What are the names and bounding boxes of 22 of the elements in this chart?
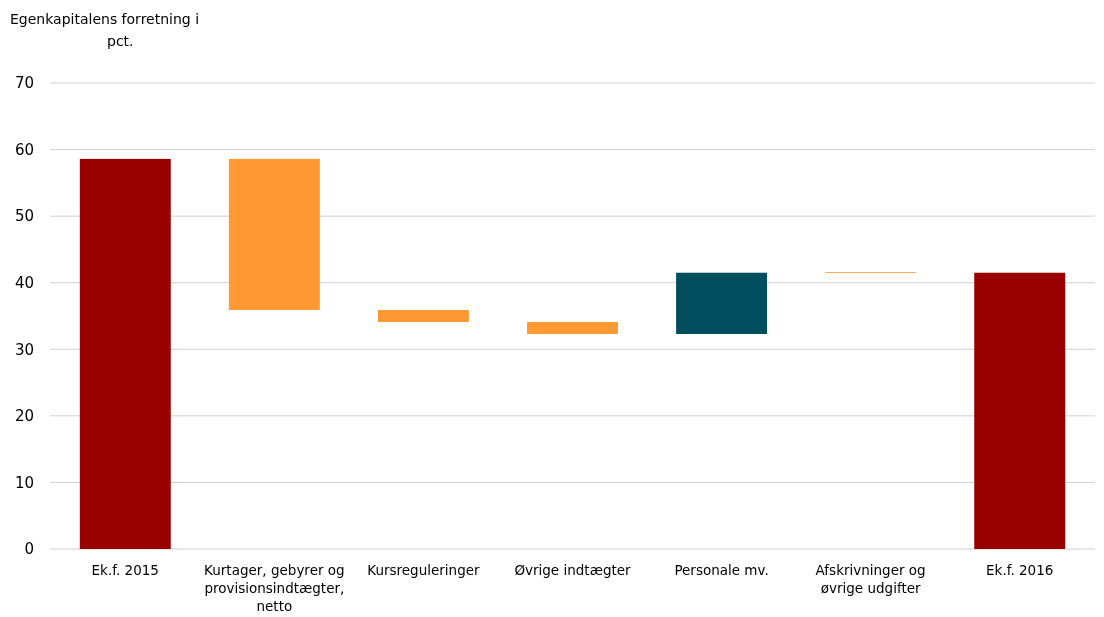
y-tick-label: 30 bbox=[14, 340, 34, 359]
x-tick-label: Øvrige indtægter bbox=[514, 562, 632, 578]
y-tick-label: 50 bbox=[14, 207, 34, 226]
x-tick-label: Afskrivninger og øvrige udgifter bbox=[815, 562, 926, 596]
bar bbox=[228, 158, 320, 311]
x-tick-label: Ek.f. 2015 bbox=[91, 562, 159, 578]
bar bbox=[79, 158, 171, 549]
y-tick-label: 40 bbox=[14, 273, 34, 292]
y-axis-title: Egenkapitalens forretning i pct. bbox=[10, 11, 200, 49]
y-tick-label: 0 bbox=[24, 540, 34, 559]
x-tick-label: Kursreguleringer bbox=[367, 562, 481, 578]
bar bbox=[377, 310, 469, 322]
y-tick-label: 70 bbox=[14, 74, 34, 93]
bar bbox=[676, 272, 768, 334]
bar bbox=[527, 321, 618, 334]
bar bbox=[974, 272, 1066, 549]
x-tick-label: Kurtager, gebyrer og provisionsindtægter, netto bbox=[204, 562, 345, 614]
x-tick-label: Personale mv. bbox=[674, 562, 769, 578]
y-tick-label: 60 bbox=[14, 140, 34, 159]
x-tick-label: Ek.f. 2016 bbox=[986, 562, 1054, 578]
y-tick-label: 20 bbox=[14, 407, 34, 426]
y-tick-label: 10 bbox=[14, 473, 34, 492]
